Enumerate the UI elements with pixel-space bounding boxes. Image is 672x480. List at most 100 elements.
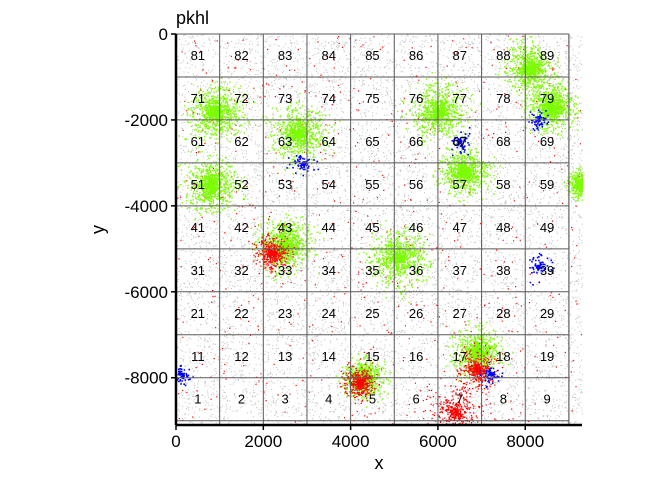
cell-label-67: 67 bbox=[453, 134, 467, 149]
cell-label-2: 2 bbox=[238, 392, 245, 407]
green-cluster-12 bbox=[563, 166, 584, 202]
cell-label-3: 3 bbox=[282, 392, 289, 407]
red-region-3 bbox=[339, 358, 380, 405]
cell-label-59: 59 bbox=[540, 177, 554, 192]
cell-label-78: 78 bbox=[496, 91, 510, 106]
cell-label-5: 5 bbox=[369, 392, 376, 407]
cell-label-49: 49 bbox=[540, 220, 554, 235]
green-cluster-8 bbox=[495, 36, 564, 106]
cell-label-76: 76 bbox=[409, 91, 423, 106]
cell-label-25: 25 bbox=[365, 306, 379, 321]
cell-label-72: 72 bbox=[234, 91, 248, 106]
cell-label-24: 24 bbox=[322, 306, 336, 321]
cell-label-64: 64 bbox=[322, 134, 336, 149]
cell-label-68: 68 bbox=[496, 134, 510, 149]
cell-label-63: 63 bbox=[278, 134, 292, 149]
cell-label-73: 73 bbox=[278, 91, 292, 106]
cell-label-89: 89 bbox=[540, 48, 554, 63]
red-region-1 bbox=[420, 382, 497, 427]
cell-label-43: 43 bbox=[278, 220, 292, 235]
cell-label-65: 65 bbox=[365, 134, 379, 149]
cell-label-37: 37 bbox=[453, 263, 467, 278]
y-axis-title: y bbox=[88, 225, 108, 234]
green-cluster-3 bbox=[397, 72, 482, 155]
cell-label-58: 58 bbox=[496, 177, 510, 192]
cell-label-23: 23 bbox=[278, 306, 292, 321]
cell-label-45: 45 bbox=[365, 220, 379, 235]
axes: 0 2000 4000 6000 8000 0 -2000 -4000 -6000 -8000 bbox=[125, 25, 582, 451]
cell-label-7: 7 bbox=[456, 392, 463, 407]
cell-label-29: 29 bbox=[540, 306, 554, 321]
cell-label-34: 34 bbox=[322, 263, 336, 278]
cell-label-82: 82 bbox=[234, 48, 248, 63]
cell-label-75: 75 bbox=[365, 91, 379, 106]
green-cluster-10 bbox=[444, 320, 514, 386]
cell-label-55: 55 bbox=[365, 177, 379, 192]
cell-label-88: 88 bbox=[496, 48, 510, 63]
cell-label-6: 6 bbox=[412, 392, 419, 407]
cell-label-54: 54 bbox=[322, 177, 336, 192]
cell-label-1: 1 bbox=[194, 392, 201, 407]
cell-label-56: 56 bbox=[409, 177, 423, 192]
cell-label-85: 85 bbox=[365, 48, 379, 63]
cell-label-77: 77 bbox=[453, 91, 467, 106]
x-tick-label-1: 2000 bbox=[244, 432, 282, 451]
chart-title: pkhl bbox=[176, 8, 209, 28]
green-cluster-5 bbox=[177, 151, 247, 221]
green-cluster-2 bbox=[254, 93, 341, 175]
cell-label-35: 35 bbox=[365, 263, 379, 278]
cell-label-84: 84 bbox=[322, 48, 336, 63]
x-tick-label-0: 0 bbox=[171, 432, 180, 451]
green-cluster-1 bbox=[178, 77, 256, 151]
cell-label-46: 46 bbox=[409, 220, 423, 235]
blue-region-2 bbox=[286, 155, 320, 177]
cell-label-31: 31 bbox=[191, 263, 205, 278]
cell-label-9: 9 bbox=[543, 392, 550, 407]
cell-label-69: 69 bbox=[540, 134, 554, 149]
cell-label-4: 4 bbox=[325, 392, 332, 407]
blue-region-1 bbox=[451, 126, 471, 157]
cell-label-57: 57 bbox=[453, 177, 467, 192]
x-axis-title: x bbox=[375, 453, 384, 473]
cell-label-47: 47 bbox=[453, 220, 467, 235]
cell-label-14: 14 bbox=[322, 349, 336, 364]
cell-label-62: 62 bbox=[234, 134, 248, 149]
green-cluster-9 bbox=[521, 76, 581, 139]
green-cluster-6 bbox=[247, 213, 325, 282]
cell-label-12: 12 bbox=[234, 349, 248, 364]
cell-label-41: 41 bbox=[191, 220, 205, 235]
green-cluster-7 bbox=[358, 220, 442, 304]
x-tick-label-4: 8000 bbox=[506, 432, 544, 451]
cell-label-22: 22 bbox=[234, 306, 248, 321]
cell-label-86: 86 bbox=[409, 48, 423, 63]
blue-region-6 bbox=[479, 361, 504, 389]
cell-label-53: 53 bbox=[278, 177, 292, 192]
x-tick-label-3: 6000 bbox=[419, 432, 457, 451]
cell-label-83: 83 bbox=[278, 48, 292, 63]
cell-label-15: 15 bbox=[365, 349, 379, 364]
cell-label-36: 36 bbox=[409, 263, 423, 278]
cell-label-27: 27 bbox=[453, 306, 467, 321]
red-region-2 bbox=[455, 342, 504, 395]
cell-label-87: 87 bbox=[453, 48, 467, 63]
blue-region-5 bbox=[176, 364, 194, 387]
red-region-4 bbox=[251, 229, 295, 277]
cell-label-17: 17 bbox=[453, 349, 467, 364]
red-region bbox=[251, 229, 504, 427]
blue-region-3 bbox=[529, 252, 555, 286]
x-tick-label-2: 4000 bbox=[332, 432, 370, 451]
cell-label-8: 8 bbox=[500, 392, 507, 407]
cell-label-18: 18 bbox=[496, 349, 510, 364]
cell-label-28: 28 bbox=[496, 306, 510, 321]
cell-label-38: 38 bbox=[496, 263, 510, 278]
cell-label-74: 74 bbox=[322, 91, 336, 106]
cell-label-44: 44 bbox=[322, 220, 336, 235]
cell-label-81: 81 bbox=[191, 48, 205, 63]
cell-label-33: 33 bbox=[278, 263, 292, 278]
cell-label-71: 71 bbox=[191, 91, 205, 106]
y-tick-label-0: 0 bbox=[159, 25, 168, 44]
cell-label-51: 51 bbox=[191, 177, 205, 192]
cell-label-26: 26 bbox=[409, 306, 423, 321]
cell-label-52: 52 bbox=[234, 177, 248, 192]
